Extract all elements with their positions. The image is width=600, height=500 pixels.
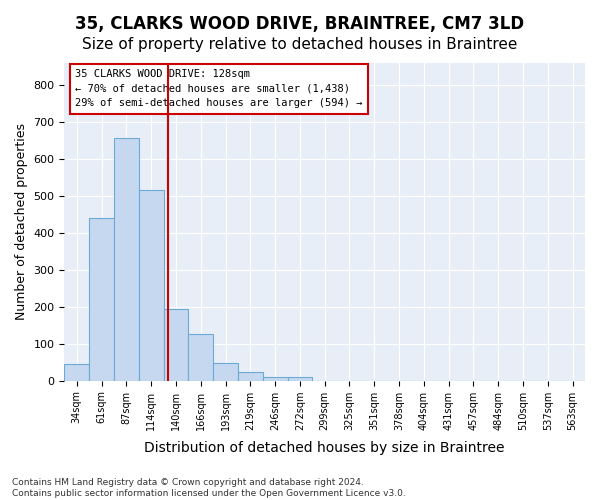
X-axis label: Distribution of detached houses by size in Braintree: Distribution of detached houses by size …: [145, 441, 505, 455]
Bar: [164, 310, 188, 380]
Bar: [263, 377, 287, 380]
Bar: [287, 377, 313, 380]
Y-axis label: Number of detached properties: Number of detached properties: [15, 123, 28, 320]
Text: Size of property relative to detached houses in Braintree: Size of property relative to detached ho…: [82, 38, 518, 52]
Bar: [188, 334, 213, 380]
Text: 35, CLARKS WOOD DRIVE, BRAINTREE, CM7 3LD: 35, CLARKS WOOD DRIVE, BRAINTREE, CM7 3L…: [76, 15, 524, 33]
Bar: [213, 364, 238, 380]
Bar: [139, 190, 164, 380]
Bar: [64, 364, 89, 380]
Bar: [114, 138, 139, 380]
Bar: [238, 372, 263, 380]
Text: 35 CLARKS WOOD DRIVE: 128sqm
← 70% of detached houses are smaller (1,438)
29% of: 35 CLARKS WOOD DRIVE: 128sqm ← 70% of de…: [75, 69, 362, 108]
Text: Contains HM Land Registry data © Crown copyright and database right 2024.
Contai: Contains HM Land Registry data © Crown c…: [12, 478, 406, 498]
Bar: [89, 218, 114, 380]
